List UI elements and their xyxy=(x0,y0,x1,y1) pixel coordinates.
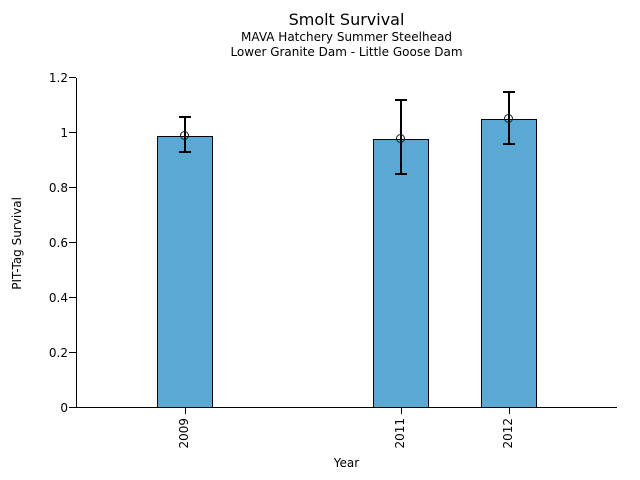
chart-subtitle-line1: MAVA Hatchery Summer Steelhead xyxy=(241,30,452,44)
x-axis-label: Year xyxy=(333,456,360,470)
error-bar-cap-top xyxy=(395,99,407,101)
x-tick-label: 2012 xyxy=(501,418,515,449)
plot-area xyxy=(76,78,617,408)
x-tick xyxy=(401,408,402,414)
point-marker xyxy=(504,114,513,123)
y-tick xyxy=(69,407,76,408)
x-tick xyxy=(509,408,510,414)
bar xyxy=(157,136,213,408)
y-tick-label: 1.2 xyxy=(48,71,68,85)
y-tick xyxy=(69,242,76,243)
y-tick xyxy=(69,132,76,133)
error-bar-cap-bottom xyxy=(179,151,191,153)
chart-subtitle-line2: Lower Granite Dam - Little Goose Dam xyxy=(230,45,463,59)
bar xyxy=(373,139,429,408)
chart-title: Smolt Survival xyxy=(288,10,405,29)
y-tick-label: 0.6 xyxy=(48,236,68,250)
y-tick-label: 0.4 xyxy=(48,291,68,305)
error-bar-cap-top xyxy=(179,116,191,118)
y-tick xyxy=(69,187,76,188)
error-bar-cap-bottom xyxy=(503,143,515,145)
y-tick xyxy=(69,297,76,298)
y-tick-label: 0.2 xyxy=(48,346,68,360)
x-tick-label: 2009 xyxy=(177,418,191,449)
x-tick-label: 2011 xyxy=(393,418,407,449)
y-tick-label: 1 xyxy=(60,126,68,140)
x-tick xyxy=(185,408,186,414)
point-marker xyxy=(396,134,405,143)
chart-header: Smolt Survival MAVA Hatchery Summer Stee… xyxy=(76,9,617,60)
y-tick xyxy=(69,352,76,353)
error-bar-cap-top xyxy=(503,91,515,93)
bar xyxy=(481,119,537,408)
y-tick xyxy=(69,77,76,78)
y-tick-label: 0 xyxy=(60,401,68,415)
y-tick-label: 0.8 xyxy=(48,181,68,195)
point-marker xyxy=(180,131,189,140)
error-bar-cap-bottom xyxy=(395,173,407,175)
